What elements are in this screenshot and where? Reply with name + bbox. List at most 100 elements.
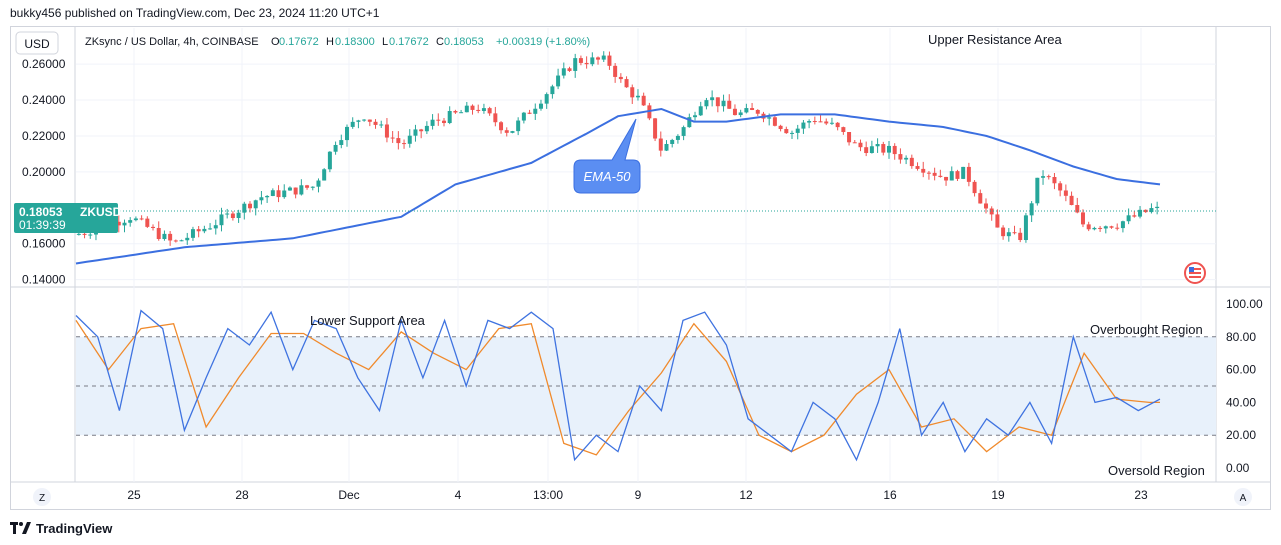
rsi-line [75, 309, 1161, 462]
candle-body [190, 229, 195, 238]
candle-body [322, 169, 327, 181]
candle-body [464, 105, 469, 113]
ohlc-change: +0.00319 (+1.80%) [496, 36, 590, 48]
candle-body [556, 75, 561, 87]
candle-body [584, 62, 589, 65]
candle-body [499, 122, 504, 131]
upper-resistance-label: Upper Resistance Area [928, 32, 1062, 47]
candle-body [938, 175, 943, 177]
candle-body [225, 213, 230, 215]
price-tick-1: 0.24000 [22, 93, 66, 107]
candle-body [618, 76, 623, 80]
candle-body [966, 166, 971, 182]
candle-body [88, 234, 93, 236]
candle-body [1041, 176, 1046, 178]
candle-body [402, 143, 407, 145]
time-tick-7: 16 [883, 488, 897, 502]
candle-body [573, 58, 578, 71]
publisher-line: bukky456 published on TradingView.com, D… [10, 6, 380, 20]
us-flag-icon[interactable] [1184, 262, 1206, 284]
candle-body [1058, 183, 1063, 191]
candle-body [881, 144, 886, 153]
candle-body [607, 55, 612, 66]
price-tick-5: 0.14000 [22, 273, 66, 287]
time-tick-8: 19 [991, 488, 1005, 502]
time-tick-4: 13:00 [533, 488, 563, 502]
axis-labels: 0.26000 0.24000 0.22000 0.20000 0.16000 0.140… [22, 57, 1263, 502]
candle-body [1035, 177, 1040, 204]
zoom-button[interactable]: Z [33, 488, 51, 506]
price-tag-symbol: ZKUSD [80, 205, 122, 219]
candle-body [590, 57, 595, 65]
candle-body [339, 140, 344, 145]
currency-button[interactable]: USD [15, 31, 59, 55]
candle-body [1018, 232, 1023, 241]
auto-scale-button[interactable]: A [1234, 488, 1252, 506]
overbought-label: Overbought Region [1090, 322, 1203, 337]
candle-body [755, 109, 760, 114]
candle-body [1006, 232, 1011, 237]
candle-body [441, 120, 446, 124]
candle-body [436, 119, 441, 121]
candle-body [504, 130, 509, 133]
tradingview-brand: TradingView [36, 520, 113, 536]
candle-body [630, 87, 635, 98]
candle-body [379, 124, 384, 126]
ohlc-l-label: L [382, 36, 388, 48]
candle-body [230, 213, 235, 219]
candle-body [1029, 203, 1034, 216]
candle-body [835, 122, 840, 128]
candle-body [122, 222, 127, 226]
candle-body [173, 240, 178, 242]
rsi-tick-0: 100.00 [1226, 297, 1263, 311]
candle-body [624, 79, 629, 88]
candle-body [1126, 215, 1131, 222]
candle-body [1149, 208, 1154, 213]
candle-body [133, 218, 138, 221]
candle-body [812, 121, 817, 123]
candle-body [253, 200, 258, 209]
candle-body [396, 138, 401, 144]
candle-body [407, 135, 412, 144]
candle-body [413, 129, 418, 136]
candle-body [550, 86, 555, 95]
candle-body [327, 151, 332, 170]
candle-body [179, 240, 184, 242]
candle-body [1132, 215, 1137, 217]
time-tick-2: Dec [338, 488, 359, 502]
candle-body [287, 187, 292, 191]
candle-body [892, 145, 897, 155]
candle-body [1046, 176, 1051, 178]
rsi-tick-2: 60.00 [1226, 363, 1256, 377]
candle-body [213, 225, 218, 229]
candle-body [470, 105, 475, 110]
candle-body [824, 121, 829, 124]
candle-body [915, 166, 920, 169]
ohlc-h-value: 0.18300 [335, 36, 375, 48]
candle-body [904, 157, 909, 160]
candle-body [921, 168, 926, 173]
candle-body [864, 147, 869, 154]
candle-body [635, 95, 640, 98]
candle-body [305, 185, 310, 188]
candle-body [1143, 209, 1148, 213]
price-tick-2: 0.22000 [22, 129, 66, 143]
candle-body [727, 100, 732, 109]
candle-body [732, 108, 737, 116]
candle-body [601, 55, 606, 60]
candle-body [76, 233, 81, 235]
candle-body [538, 103, 543, 109]
candle-body [259, 197, 264, 201]
candle-body [926, 172, 931, 174]
candle-body [145, 218, 150, 227]
candle-body [932, 172, 937, 176]
candle-body [795, 128, 800, 133]
candle-body [721, 100, 726, 107]
ohlc-h-label: H [326, 36, 334, 48]
chart-canvas: 0.26000 0.24000 0.22000 0.20000 0.16000 0.140… [10, 26, 1271, 506]
rsi-band [76, 336, 1216, 436]
candle-body [1086, 224, 1091, 230]
rsi-tick-1: 80.00 [1226, 330, 1256, 344]
candle-body [715, 97, 720, 107]
candle-body [875, 144, 880, 147]
